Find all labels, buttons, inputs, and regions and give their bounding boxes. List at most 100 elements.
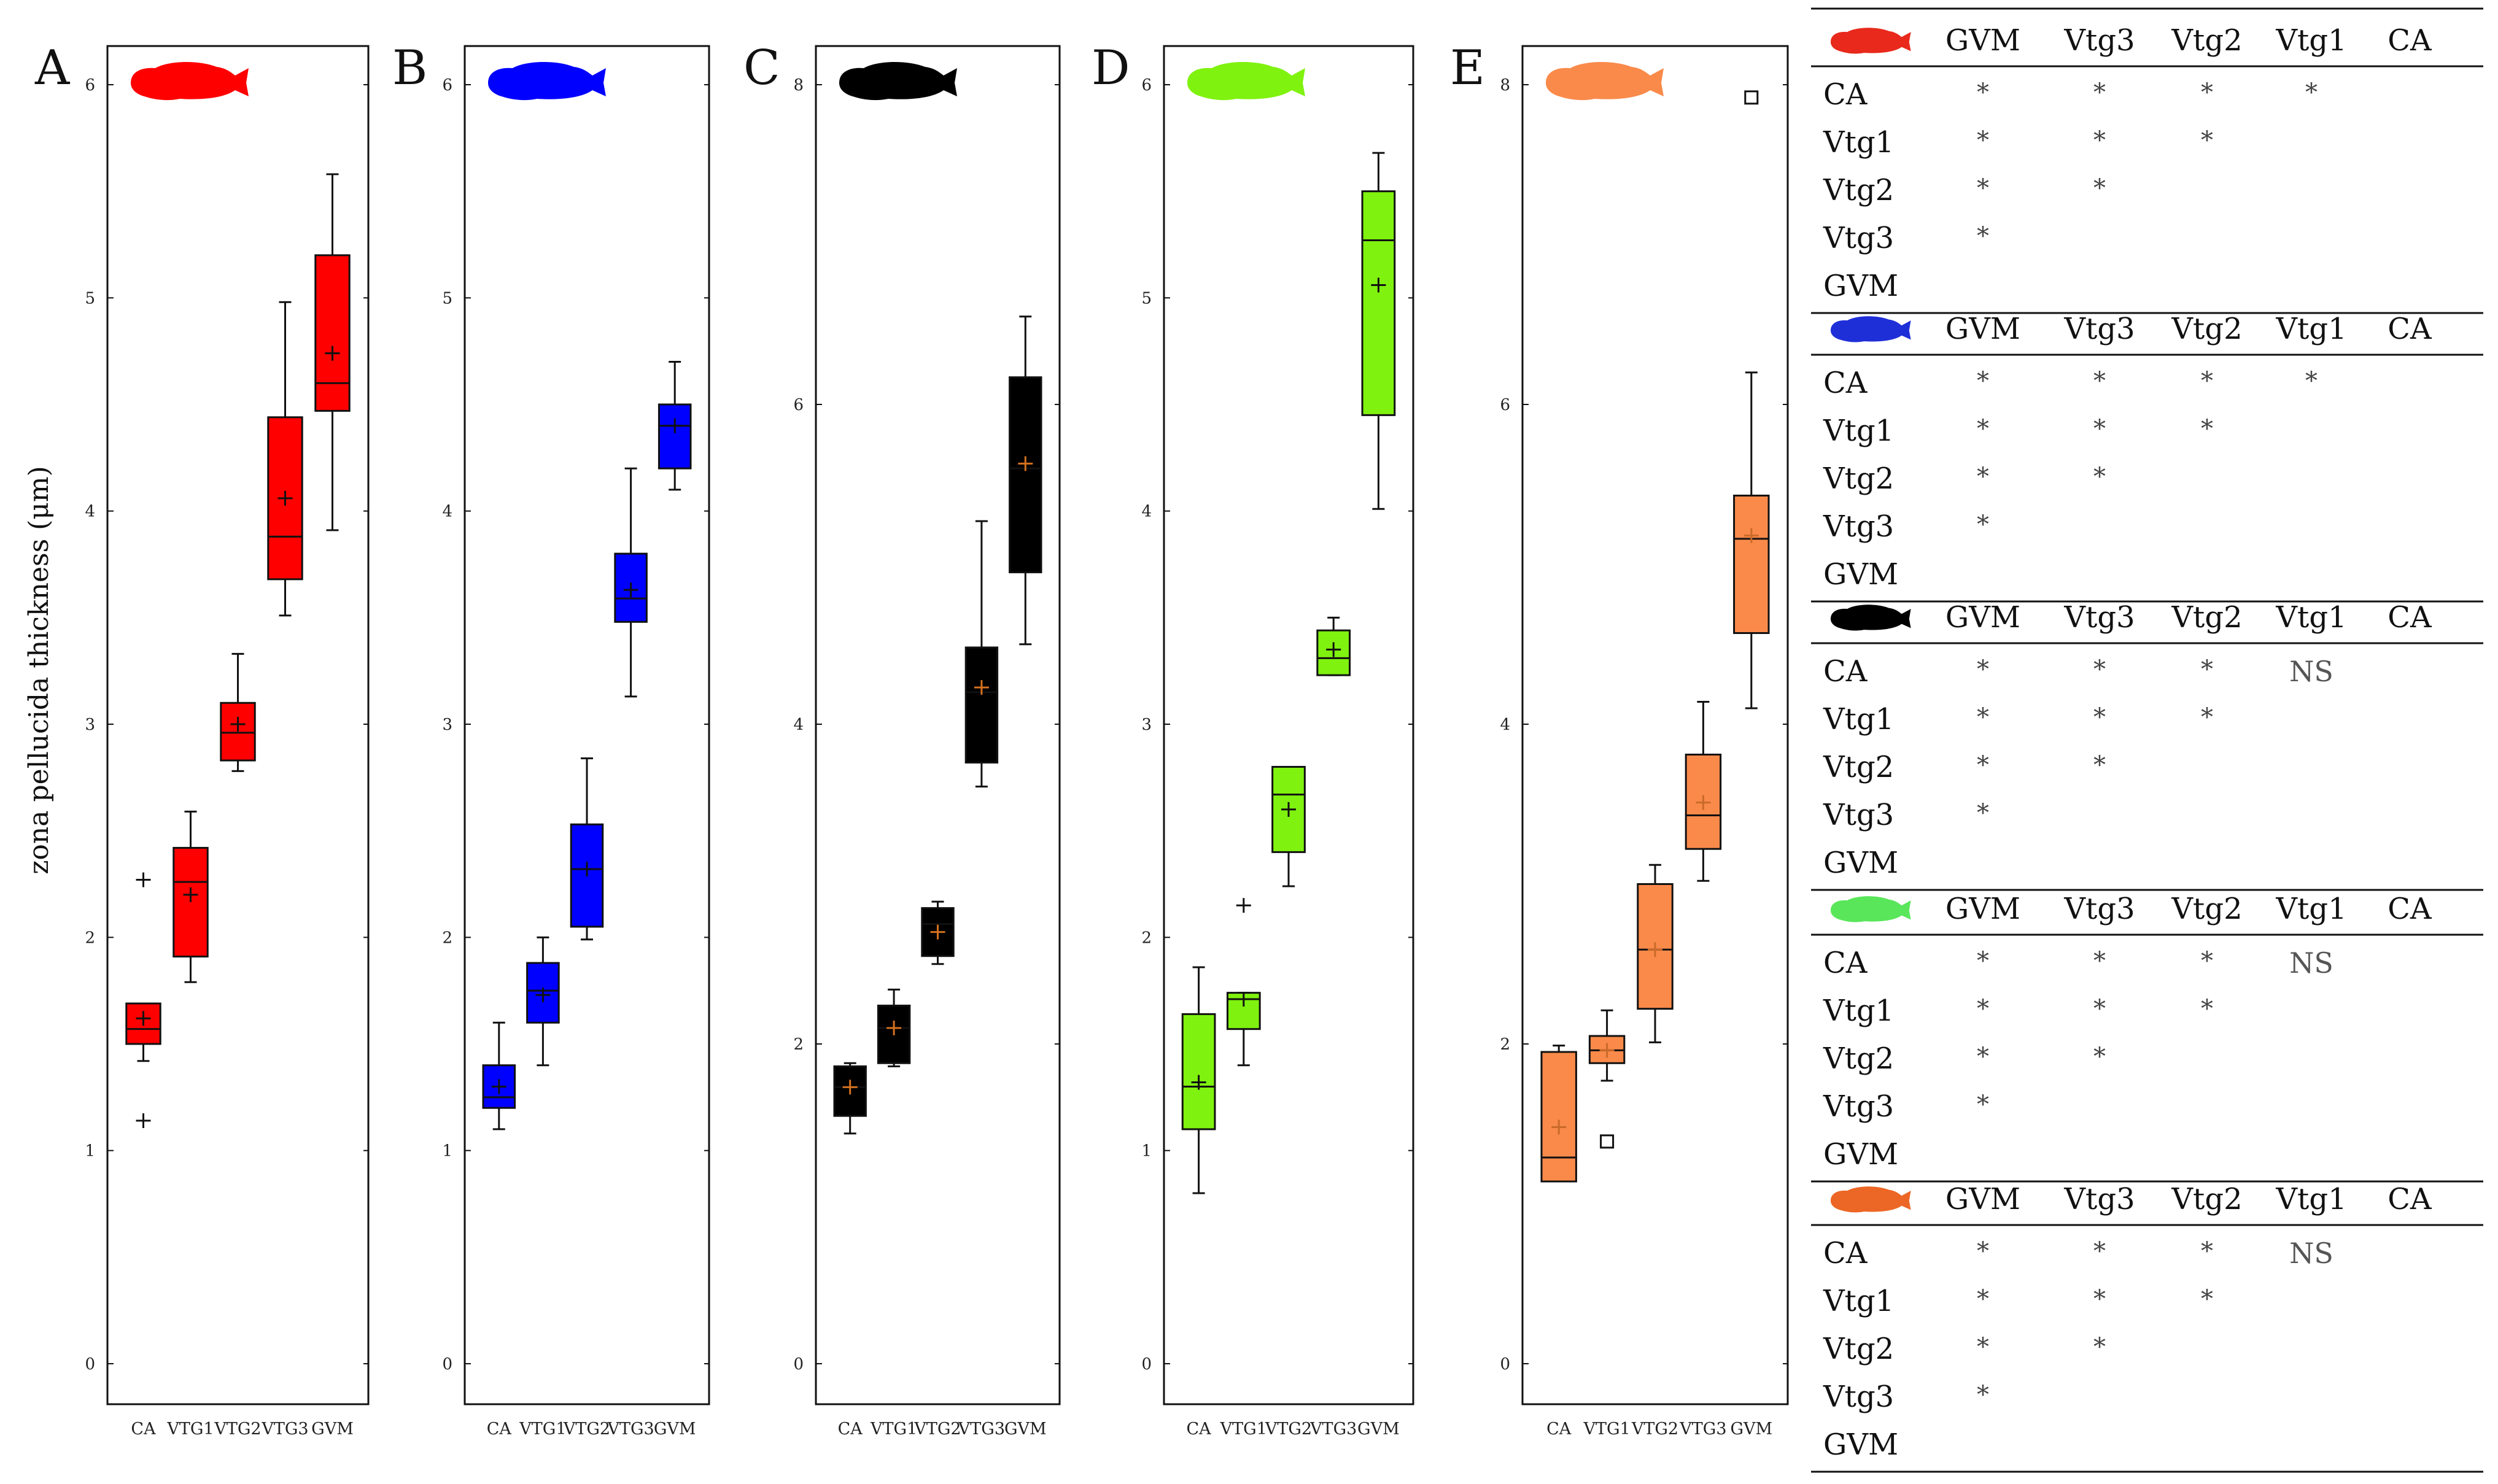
table-cell: * xyxy=(2093,174,2106,203)
box-vtg3 xyxy=(614,467,648,698)
box-vtg2 xyxy=(1637,864,1674,1043)
fish-icon xyxy=(1831,28,1911,54)
y-tick-label: 5 xyxy=(85,289,95,307)
y-tick-label: 4 xyxy=(1141,503,1152,521)
iqr-box xyxy=(1361,190,1396,416)
column-header: GVM xyxy=(1945,1182,2020,1216)
table-cell: * xyxy=(1977,367,1989,395)
x-category-label: VTG1 xyxy=(1583,1420,1630,1439)
table-cell: * xyxy=(1977,1285,1989,1313)
column-header: Vtg2 xyxy=(2171,23,2242,58)
table-cell: * xyxy=(2201,367,2213,395)
fish-icon xyxy=(488,61,606,101)
box-vtg1 xyxy=(173,810,209,983)
box-ca xyxy=(125,872,161,1129)
y-tick-label: 6 xyxy=(793,396,804,414)
box-ca xyxy=(1540,1045,1577,1183)
table-cell: * xyxy=(2093,655,2106,684)
x-category-label: VTG1 xyxy=(166,1420,214,1439)
row-label: CA xyxy=(1823,77,1868,112)
table-cell: * xyxy=(2201,126,2213,155)
table-cell: * xyxy=(1977,1043,1989,1071)
table-cell: * xyxy=(2305,367,2318,395)
y-tick-label: 1 xyxy=(442,1142,452,1161)
row-label: Vtg1 xyxy=(1823,1284,1894,1318)
row-label: Vtg1 xyxy=(1823,994,1894,1028)
y-tick-label: 2 xyxy=(1500,1035,1510,1054)
box-vtg2 xyxy=(570,757,604,941)
box-vtg1 xyxy=(526,936,560,1067)
row-label: Vtg3 xyxy=(1823,509,1894,544)
x-category-label: CA xyxy=(1187,1420,1212,1439)
table-cell: * xyxy=(2093,79,2106,107)
y-tick-label: 1 xyxy=(1141,1142,1152,1161)
x-category-label: VTG3 xyxy=(1679,1420,1726,1439)
column-header: CA xyxy=(2387,312,2432,346)
box-vtg3 xyxy=(964,520,999,788)
column-header: Vtg1 xyxy=(2275,892,2346,926)
table-cell: * xyxy=(2093,415,2106,443)
y-tick-label: 0 xyxy=(442,1355,452,1374)
x-category-label: CA xyxy=(487,1420,512,1439)
y-tick-label: 2 xyxy=(793,1035,804,1054)
outlier-marker xyxy=(1744,90,1759,105)
table-cell: * xyxy=(2093,947,2106,975)
table-cell: * xyxy=(1977,1237,1989,1266)
column-header: Vtg1 xyxy=(2275,312,2346,346)
panel-label: A xyxy=(34,41,71,96)
x-category-label: VTG3 xyxy=(1309,1420,1357,1439)
sig-table-5: GVM Vtg3 Vtg2 Vtg1 CA CA * * * NS Vtg1 * * * Vtg2 * * Vtg… xyxy=(1811,1182,2483,1473)
y-tick-label: 0 xyxy=(1500,1355,1510,1374)
y-tick-label: 5 xyxy=(1141,289,1152,307)
table-cell: * xyxy=(1977,174,1989,203)
row-label: GVM xyxy=(1823,1137,1898,1172)
table-cell: * xyxy=(2305,79,2318,107)
y-tick-label: 1 xyxy=(85,1142,95,1161)
table-cell: * xyxy=(2093,995,2106,1023)
x-category-label: VTG2 xyxy=(1265,1420,1312,1439)
outlier-marker xyxy=(1600,1134,1615,1149)
box-vtg2 xyxy=(1271,765,1306,887)
panel-label: D xyxy=(1092,41,1130,96)
table-cell: * xyxy=(1977,511,1989,539)
y-tick-label: 3 xyxy=(85,716,95,734)
table-cell: * xyxy=(1977,995,1989,1023)
table-cell: * xyxy=(2201,703,2213,732)
y-tick-label: 0 xyxy=(85,1355,95,1374)
table-cell: * xyxy=(2201,79,2213,107)
y-tick-label: 0 xyxy=(793,1355,804,1374)
column-header: Vtg1 xyxy=(2275,23,2346,58)
fish-icon xyxy=(1187,61,1305,101)
box-vtg2 xyxy=(921,900,955,965)
row-label: CA xyxy=(1823,1236,1868,1270)
table-cell: * xyxy=(2093,1333,2106,1361)
table-cell: * xyxy=(1977,415,1989,443)
box-ca xyxy=(1181,966,1216,1194)
plot-frame xyxy=(1163,45,1414,1405)
box-gvm xyxy=(1733,90,1770,709)
sig-table-2: GVM Vtg3 Vtg2 Vtg1 CA CA * * * * Vtg1 * * * Vtg2 * * Vtg3… xyxy=(1811,312,2483,603)
y-tick-label: 8 xyxy=(793,76,804,95)
row-label: Vtg3 xyxy=(1823,798,1894,832)
fish-icon xyxy=(131,61,249,101)
table-cell: * xyxy=(2093,751,2106,779)
row-label: Vtg2 xyxy=(1823,1042,1894,1076)
table-cell: * xyxy=(2201,415,2213,443)
sig-table-1: GVM Vtg3 Vtg2 Vtg1 CA CA * * * * Vtg1 * * * Vtg2 * * Vtg3… xyxy=(1811,23,2483,314)
column-header: CA xyxy=(2387,23,2432,58)
x-category-label: VTG1 xyxy=(1220,1420,1267,1439)
plot-frame xyxy=(106,45,370,1405)
column-header: Vtg3 xyxy=(2063,600,2135,635)
table-cell: * xyxy=(1977,1381,1989,1409)
row-label: Vtg1 xyxy=(1823,702,1894,736)
panel-label: E xyxy=(1450,41,1485,96)
column-header: GVM xyxy=(1945,23,2020,58)
table-cell: * xyxy=(2093,126,2106,155)
table-cell: * xyxy=(1977,799,1989,827)
box-gvm xyxy=(1009,315,1042,646)
box-gvm xyxy=(1361,152,1396,510)
y-tick-label: 6 xyxy=(1141,76,1152,95)
column-header: CA xyxy=(2387,1182,2432,1216)
table-cell: * xyxy=(1977,1333,1989,1361)
column-header: GVM xyxy=(1945,312,2020,346)
